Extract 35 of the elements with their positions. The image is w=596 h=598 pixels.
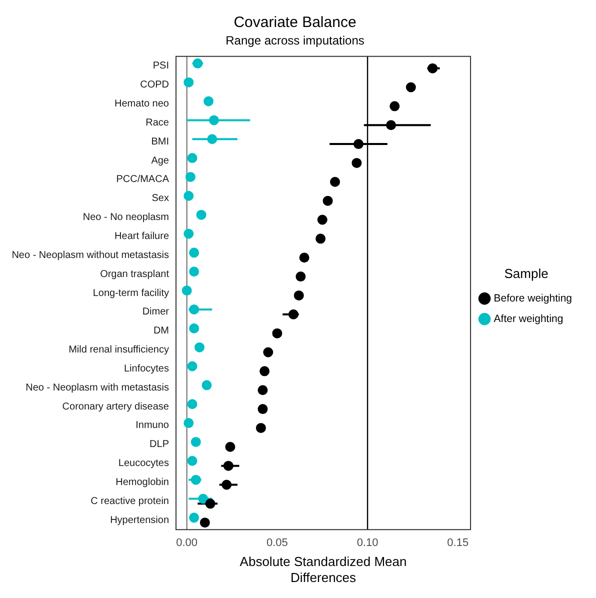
y-tick-label: PCC/MACA: [116, 174, 170, 186]
chart-title: Covariate Balance: [234, 14, 356, 32]
y-tick-label: Coronary artery disease: [62, 401, 170, 412]
legend-title: Sample: [504, 266, 548, 281]
y-tick-label: Inmuno: [136, 420, 170, 432]
y-tick-label: DM: [153, 326, 169, 337]
y-tick-label: Neo - Neoplasm without metastasis: [12, 250, 169, 261]
x-tick-label: 0.10: [356, 537, 378, 550]
y-tick-label: PSI: [152, 60, 169, 72]
y-tick-label: Hemato neo: [114, 98, 170, 110]
legend-label: After weighting: [494, 312, 564, 325]
y-tick-label: Age: [151, 155, 170, 166]
y-tick-label: Leucocytes: [118, 458, 169, 470]
y-tick-label: Mild renal insufficiency: [68, 344, 169, 356]
y-tick-label: Linfocytes: [124, 363, 169, 374]
x-tick-label: 0.00: [176, 537, 198, 550]
y-tick-label: C reactive protein: [90, 496, 169, 507]
y-tick-label: Sex: [152, 193, 169, 204]
y-tick-label: Neo - Neoplasm with metastasis: [26, 382, 169, 394]
y-tick-label: COPD: [140, 80, 169, 91]
y-tick-label: Dimer: [142, 306, 170, 318]
x-tick-label: 0.15: [447, 537, 469, 550]
y-tick-label: Neo - No neoplasm: [82, 212, 169, 224]
x-tick-label: 0.05: [266, 537, 288, 550]
x-axis-title: Absolute Standardized Mean Differences: [240, 554, 407, 585]
y-tick-label: DLP: [150, 439, 170, 450]
chart-subtitle: Range across imputations: [226, 34, 364, 48]
y-tick-label: Race: [146, 117, 170, 128]
y-tick-label: Heart failure: [114, 230, 170, 242]
y-tick-label: Organ trasplant: [100, 268, 170, 280]
legend-label: Before weighting: [494, 292, 572, 304]
y-tick-label: Long-term facility: [92, 288, 169, 299]
y-tick-label: BMI: [151, 136, 169, 148]
y-tick-label: Hemoglobin: [116, 477, 169, 488]
y-tick-label: Hypertension: [110, 514, 169, 526]
